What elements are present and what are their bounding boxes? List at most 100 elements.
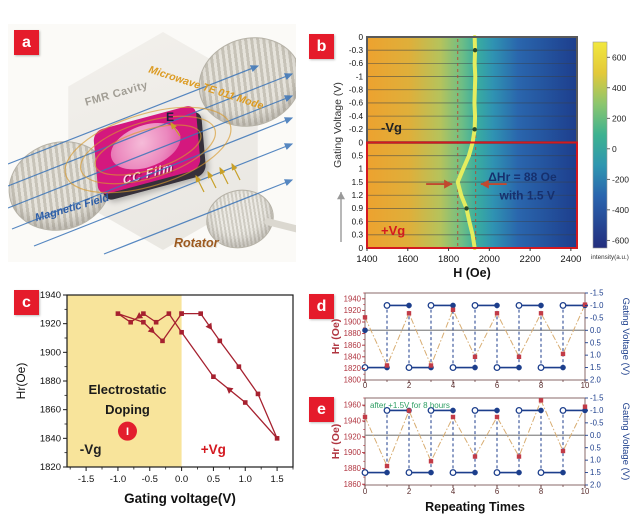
svg-text:-0.5: -0.5 (590, 418, 604, 427)
svg-text:1880: 1880 (344, 329, 362, 338)
e-field-label: E (166, 110, 175, 124)
svg-text:2: 2 (407, 487, 411, 496)
svg-text:200: 200 (612, 113, 626, 123)
svg-text:600: 600 (612, 52, 626, 62)
svg-text:0: 0 (363, 487, 368, 496)
panel-tag-e: e (309, 397, 334, 422)
svg-text:2200: 2200 (520, 254, 541, 265)
svg-text:-0.4: -0.4 (349, 112, 364, 121)
svg-text:-Vg: -Vg (80, 442, 102, 457)
svg-text:10: 10 (581, 487, 590, 496)
svg-text:-0.2: -0.2 (349, 125, 364, 134)
svg-text:-1.5: -1.5 (590, 394, 604, 403)
svg-text:1600: 1600 (397, 254, 418, 265)
svg-text:6: 6 (495, 487, 499, 496)
e-field-arrows (170, 122, 241, 193)
svg-text:Gating Voltage (V): Gating Voltage (V) (620, 403, 631, 481)
rotator-label: Rotator (174, 236, 219, 250)
svg-text:1940: 1940 (40, 290, 61, 301)
svg-text:-200: -200 (612, 174, 629, 184)
panel-a-illustration: CC Film (8, 24, 296, 262)
svg-text:with 1.5 V: with 1.5 V (499, 189, 555, 203)
svg-text:Gating voltage(V): Gating voltage(V) (124, 491, 236, 506)
svg-text:-400: -400 (612, 205, 629, 215)
svg-text:0.6: 0.6 (352, 217, 364, 226)
svg-text:2400: 2400 (560, 254, 581, 265)
svg-text:ΔHr = 88 Oe: ΔHr = 88 Oe (488, 170, 557, 184)
svg-text:+Vg: +Vg (381, 223, 405, 238)
panel-c-hysteresis-plot: -1.5 -1.0 -0.5 0.0 0.5 1.0 1.5 1820 1840 1860 1880… (14, 290, 294, 506)
svg-text:2.0: 2.0 (590, 481, 602, 490)
svg-text:I: I (126, 426, 129, 438)
svg-text:Hr(Oe): Hr(Oe) (14, 363, 28, 400)
panel-tag-c: c (14, 290, 39, 315)
svg-text:1920: 1920 (344, 306, 362, 315)
svg-text:1.0: 1.0 (590, 351, 602, 360)
panel-b-heatmap: -Vg +Vg ΔHr = 88 Oe with 1.5 V 0 -0.3 -0.6 -1 -0… (332, 33, 629, 280)
svg-text:1860: 1860 (344, 480, 362, 489)
svg-text:+Vg: +Vg (201, 442, 226, 457)
svg-text:1800: 1800 (438, 254, 459, 265)
svg-text:Hr (Oe): Hr (Oe) (330, 424, 342, 460)
svg-text:after +1.5V for 8 hours: after +1.5V for 8 hours (370, 401, 450, 410)
svg-text:1: 1 (358, 165, 363, 174)
svg-text:1840: 1840 (40, 433, 61, 444)
svg-text:1400: 1400 (356, 254, 377, 265)
svg-text:1840: 1840 (344, 352, 362, 361)
svg-text:Doping: Doping (105, 402, 150, 417)
svg-text:-0.6: -0.6 (349, 99, 364, 108)
magnetic-field-lines (8, 65, 294, 255)
svg-text:Gating Voltage (V): Gating Voltage (V) (620, 298, 631, 376)
svg-text:1.5: 1.5 (270, 474, 283, 485)
svg-text:0.3: 0.3 (352, 231, 364, 240)
svg-text:-600: -600 (612, 235, 629, 245)
svg-text:Gating Voltage (V): Gating Voltage (V) (332, 82, 344, 168)
svg-text:0.9: 0.9 (352, 204, 364, 213)
svg-text:10: 10 (581, 381, 590, 390)
svg-text:0: 0 (612, 144, 617, 154)
svg-text:1900: 1900 (40, 347, 61, 358)
svg-text:6: 6 (495, 381, 499, 390)
svg-text:-0.6: -0.6 (349, 59, 364, 68)
svg-text:-1: -1 (356, 72, 364, 81)
svg-text:-1.0: -1.0 (110, 474, 126, 485)
svg-text:1860: 1860 (40, 405, 61, 416)
svg-text:8: 8 (539, 381, 543, 390)
svg-text:Hr (Oe): Hr (Oe) (330, 319, 342, 355)
svg-text:1820: 1820 (344, 364, 362, 373)
svg-text:1940: 1940 (344, 294, 362, 303)
svg-text:0.0: 0.0 (590, 326, 602, 335)
svg-text:-Vg: -Vg (381, 120, 402, 135)
svg-text:0: 0 (358, 138, 363, 147)
svg-text:1820: 1820 (40, 462, 61, 473)
svg-text:1860: 1860 (344, 341, 362, 350)
svg-text:4: 4 (451, 381, 456, 390)
svg-text:0.5: 0.5 (352, 151, 364, 160)
svg-text:1.5: 1.5 (590, 363, 602, 372)
svg-text:0.5: 0.5 (590, 338, 602, 347)
svg-text:-0.5: -0.5 (590, 313, 604, 322)
panel-tag-b: b (309, 34, 334, 59)
svg-text:0.0: 0.0 (175, 474, 188, 485)
svg-text:1880: 1880 (344, 464, 362, 473)
panel-tag-d: d (309, 294, 334, 319)
svg-text:0.5: 0.5 (207, 474, 220, 485)
svg-text:1.5: 1.5 (352, 178, 364, 187)
svg-text:2: 2 (407, 381, 411, 390)
svg-text:1920: 1920 (40, 319, 61, 330)
svg-text:400: 400 (612, 83, 626, 93)
svg-text:1960: 1960 (344, 401, 362, 410)
svg-text:-1.5: -1.5 (78, 474, 94, 485)
svg-text:1.2: 1.2 (352, 191, 364, 200)
svg-text:1.0: 1.0 (590, 456, 602, 465)
svg-text:8: 8 (539, 487, 543, 496)
field-lines-overlay (8, 65, 294, 255)
panel-e-repeat-plot: 1860 1880 1900 1920 1940 1960 Hr (Oe) -1.5 -1.0 -… (330, 394, 631, 514)
svg-text:1.5: 1.5 (590, 468, 602, 477)
svg-text:intensity(a.u.): intensity(a.u.) (591, 254, 629, 261)
svg-text:-0.5: -0.5 (142, 474, 158, 485)
svg-text:1920: 1920 (344, 432, 362, 441)
svg-text:1940: 1940 (344, 417, 362, 426)
svg-text:Repeating Times: Repeating Times (425, 500, 525, 514)
